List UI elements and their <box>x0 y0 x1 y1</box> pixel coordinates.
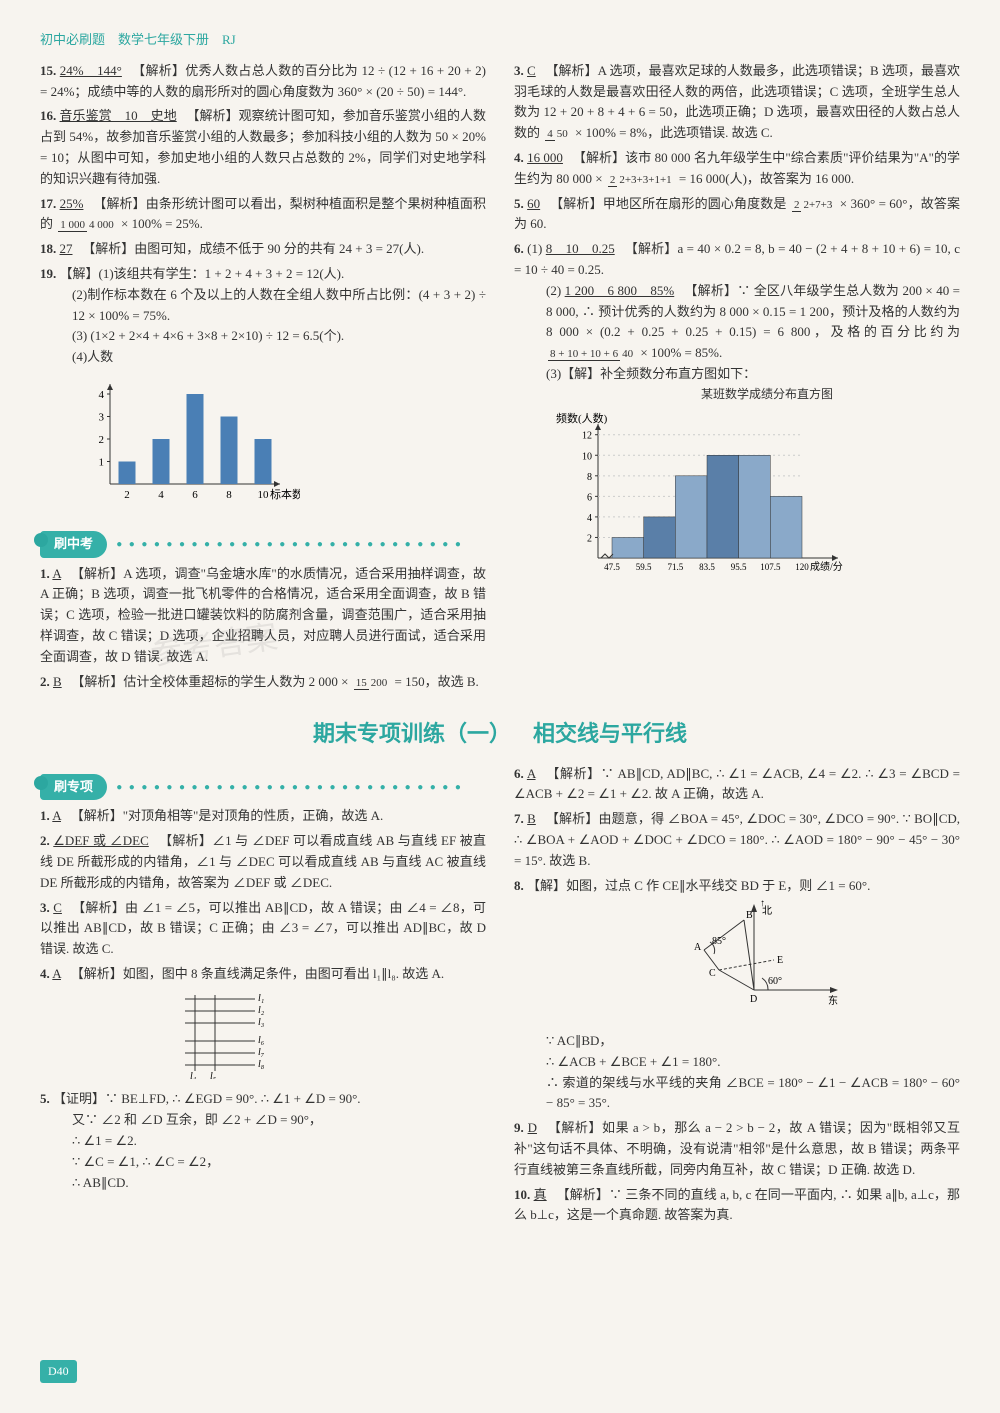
br-q10: 10. 真 【解析】∵ 三条不同的直线 a, b, c 在同一平面内, ∴ 如果… <box>514 1185 960 1227</box>
svg-text:12: 12 <box>582 431 592 442</box>
svg-text:3: 3 <box>99 411 105 423</box>
svg-text:120: 120 <box>795 562 809 572</box>
svg-text:l₈: l₈ <box>258 1059 265 1070</box>
b-q2: 2. ∠DEF 或 ∠DEC 【解析】∠1 与 ∠DEF 可以看成直线 AB 与… <box>40 831 486 893</box>
b-q1: 1. A 【解析】"对顶角相等"是对顶角的性质，正确，故选 A. <box>40 806 486 827</box>
svg-text:95.5: 95.5 <box>731 562 747 572</box>
svg-text:71.5: 71.5 <box>667 562 683 572</box>
svg-text:l₄: l₄ <box>190 1071 197 1079</box>
r-q4: 4. 16 000 【解析】该市 80 000 名九年级学生中"综合素质"评价结… <box>514 148 960 190</box>
exam-q2: 2. B 【解析】估计全校体重超标的学生人数为 2 000 × 15200 = … <box>40 672 486 693</box>
svg-text:l₃: l₃ <box>258 1017 265 1028</box>
svg-text:E: E <box>777 955 783 966</box>
svg-text:6: 6 <box>587 492 592 503</box>
svg-text:标本数: 标本数 <box>270 487 300 501</box>
svg-text:l₆: l₆ <box>258 1035 265 1046</box>
q18: 18. 27 【解析】由图可知，成绩不低于 90 分的共有 24 + 3 = 2… <box>40 239 486 260</box>
svg-text:4: 4 <box>158 489 164 501</box>
svg-text:B: B <box>746 910 753 921</box>
svg-text:D: D <box>750 994 757 1005</box>
q8-compass-diagram: ABCDE↑北东85°60° <box>674 900 960 1027</box>
svg-text:4: 4 <box>587 513 592 524</box>
svg-text:北: 北 <box>762 905 772 917</box>
q19: 19. 【解】(1)该组共有学生：1 + 2 + 4 + 3 + 2 = 12(… <box>40 264 486 511</box>
br-q6: 6. A 【解析】∵ AB∥CD, AD∥BC, ∴ ∠1 = ∠ACB, ∠4… <box>514 764 960 806</box>
bottom-right-col: 6. A 【解析】∵ AB∥CD, AD∥BC, ∴ ∠1 = ∠ACB, ∠4… <box>514 764 960 1231</box>
svg-text:60°: 60° <box>768 976 782 987</box>
b-q4: 4. A 【解析】如图，图中 8 条直线满足条件，由图可看出 l₁∥l₈. 故选… <box>40 964 486 1086</box>
svg-text:C: C <box>709 968 716 979</box>
svg-text:l₅: l₅ <box>210 1071 217 1079</box>
q16: 16. 音乐鉴赏 10 史地 【解析】观察统计图可知，参加音乐鉴赏小组的人数占到… <box>40 106 486 189</box>
svg-text:4: 4 <box>99 389 105 401</box>
svg-text:l₇: l₇ <box>258 1047 265 1058</box>
br-q8: 8. 【解】如图，过点 C 作 CE∥水平线交 BD 于 E，则 ∠1 = 60… <box>514 876 960 1115</box>
svg-text:85°: 85° <box>712 936 726 947</box>
svg-text:107.5: 107.5 <box>760 562 781 572</box>
page-number-badge: D40 <box>40 1360 77 1383</box>
q19-bar-chart: 1 2 3 4 2 4 6 8 10标本数 <box>80 374 486 511</box>
tab-special: 刷专项 ● ● ● ● ● ● ● ● ● ● ● ● ● ● ● ● ● ● … <box>40 764 486 807</box>
q4-lines-diagram: l₁l₂l₃ l₆l₇l₈ l₄ l₅ <box>160 989 486 1086</box>
bottom-left-col: 刷专项 ● ● ● ● ● ● ● ● ● ● ● ● ● ● ● ● ● ● … <box>40 764 486 1231</box>
svg-text:l₂: l₂ <box>258 1005 265 1016</box>
svg-text:8: 8 <box>587 472 592 483</box>
r-q3: 3. C 【解析】A 选项，最喜欢足球的人数最多，此选项错误；B 选项，最喜欢羽… <box>514 61 960 144</box>
svg-text:59.5: 59.5 <box>636 562 652 572</box>
svg-text:2: 2 <box>99 434 105 446</box>
br-q9: 9. D 【解析】如果 a > b，那么 a − 2 > b − 2，故 A 错… <box>514 1118 960 1180</box>
svg-text:8: 8 <box>226 489 232 501</box>
top-left-col: 15. 24% 144° 【解析】优秀人数占总人数的百分比为 12 ÷ (12 … <box>40 61 486 697</box>
br-q7: 7. B 【解析】由题意，得 ∠BOA = 45°, ∠DOC = 30°, ∠… <box>514 809 960 871</box>
tab-exam: 刷中考 ● ● ● ● ● ● ● ● ● ● ● ● ● ● ● ● ● ● … <box>40 521 486 564</box>
svg-text:10: 10 <box>258 489 270 501</box>
top-right-col: 3. C 【解析】A 选项，最喜欢足球的人数最多，此选项错误；B 选项，最喜欢羽… <box>514 61 960 697</box>
svg-text:47.5: 47.5 <box>604 562 620 572</box>
svg-text:东: 东 <box>828 994 838 1007</box>
svg-text:频数(人数): 频数(人数) <box>556 411 608 425</box>
page-header: 初中必刷题 数学七年级下册 RJ <box>40 30 960 51</box>
exam-q1: 1. A 【解析】A 选项，调查"乌金塘水库"的水质情况，适合采用抽样调查，故 … <box>40 564 486 668</box>
r-q5: 5. 60 【解析】甲地区所在扇形的圆心角度数是 22+7+3 × 360° =… <box>514 194 960 236</box>
q15: 15. 24% 144° 【解析】优秀人数占总人数的百分比为 12 ÷ (12 … <box>40 61 486 103</box>
svg-text:6: 6 <box>192 489 198 501</box>
bottom-columns: 刷专项 ● ● ● ● ● ● ● ● ● ● ● ● ● ● ● ● ● ● … <box>40 764 960 1231</box>
svg-text:10: 10 <box>582 451 592 462</box>
svg-text:成绩/分: 成绩/分 <box>810 560 843 573</box>
svg-text:2: 2 <box>587 533 592 544</box>
b-q3: 3. C 【解析】由 ∠1 = ∠5，可以推出 AB∥CD，故 A 错误；由 ∠… <box>40 898 486 960</box>
r-q6: 6. (1) 8 10 0.25 【解析】a = 40 × 0.2 = 8, b… <box>514 239 960 587</box>
svg-text:A: A <box>694 942 702 953</box>
top-columns: 15. 24% 144° 【解析】优秀人数占总人数的百分比为 12 ÷ (12 … <box>40 61 960 697</box>
svg-text:2: 2 <box>124 489 130 501</box>
q17: 17. 25% 【解析】由条形统计图可以看出，梨树种植面积是整个果树种植面积的 … <box>40 194 486 236</box>
svg-text:l₁: l₁ <box>258 993 264 1004</box>
section-title: 期末专项训练（一） 相交线与平行线 <box>40 716 960 751</box>
b-q5: 5. 【证明】∵ BE⊥FD, ∴ ∠EGD = 90°. ∴ ∠1 + ∠D … <box>40 1089 486 1193</box>
svg-text:83.5: 83.5 <box>699 562 715 572</box>
svg-text:1: 1 <box>99 456 105 468</box>
q6-histogram: 2 4 6 8 10 12 47.5 59.5 71.5 83.5 95.5 107.5 120 频数(人… <box>554 410 960 587</box>
